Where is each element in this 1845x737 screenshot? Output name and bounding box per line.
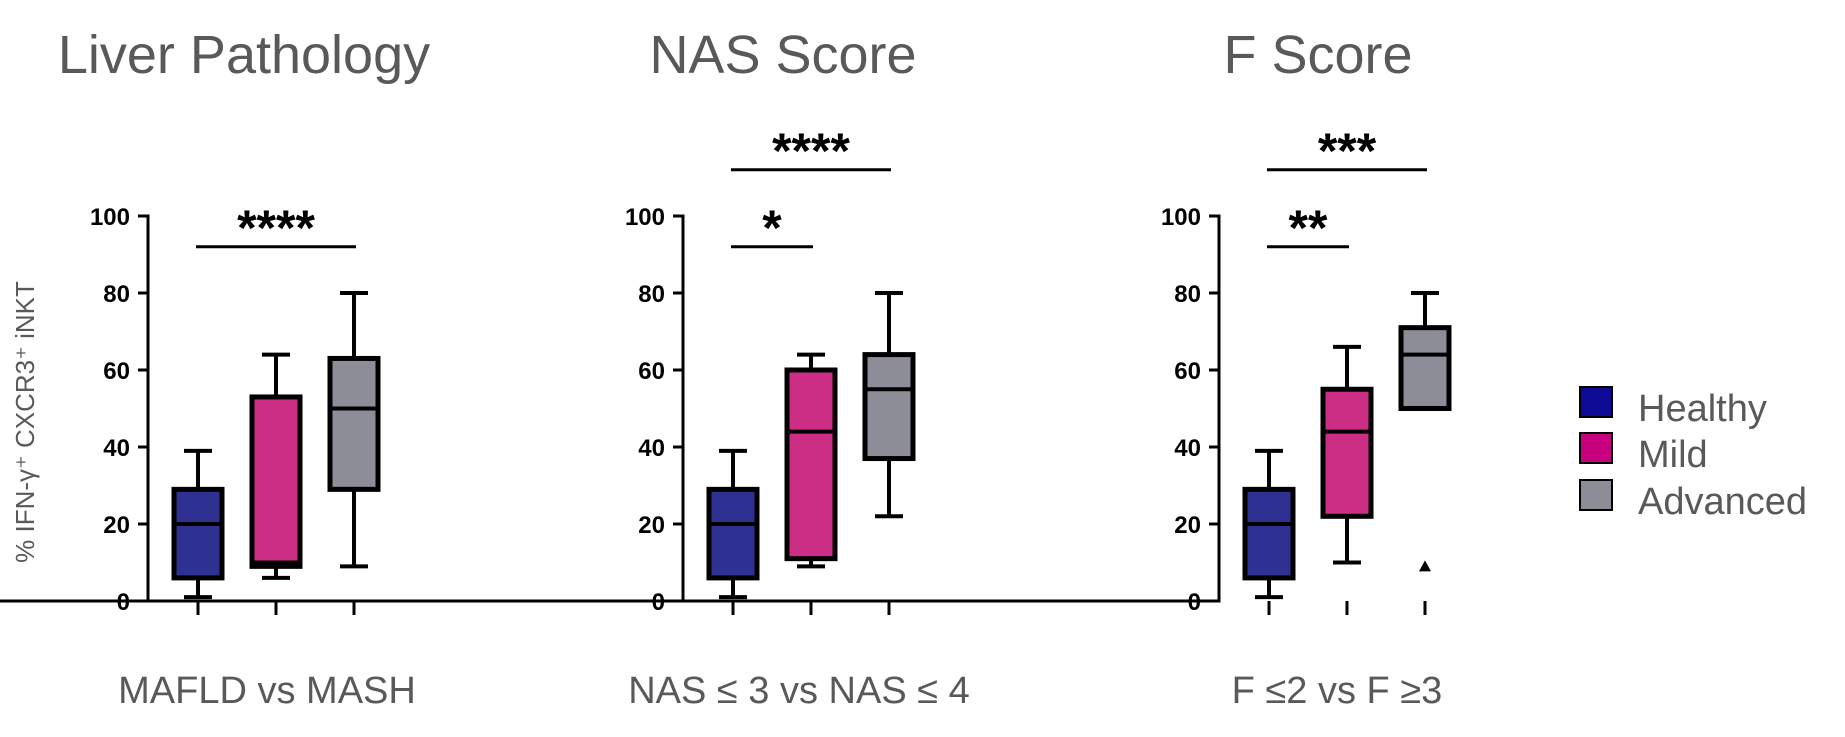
box-advanced xyxy=(862,291,916,519)
y-tick-label: 80 xyxy=(103,281,130,308)
box-mild xyxy=(784,352,838,569)
x-axis-label: NAS ≤ 3 vs NAS ≤ 4 xyxy=(628,670,970,712)
panel-title: Liver Pathology xyxy=(58,25,430,85)
box-healthy xyxy=(706,448,760,600)
y-tick-label: 20 xyxy=(1174,512,1201,539)
box-body xyxy=(249,394,303,569)
x-axis-label: MAFLD vs MASH xyxy=(118,670,416,712)
significance-label: * xyxy=(762,200,782,256)
significance-label: **** xyxy=(772,123,850,179)
box-body xyxy=(171,486,225,581)
box-body xyxy=(1242,486,1296,581)
y-tick-label: 60 xyxy=(103,358,130,385)
legend-swatch-advanced xyxy=(1579,479,1613,511)
legend: Healthy Mild Advanced xyxy=(1579,386,1807,523)
y-tick-label: 20 xyxy=(103,512,130,539)
y-tick-label: 60 xyxy=(638,358,665,385)
panel-1: Liver Pathology MAFLD vs MASH % IFN-γ⁺ CXC… xyxy=(0,25,430,712)
box-body xyxy=(327,355,381,492)
y-tick-label: 40 xyxy=(1174,435,1201,462)
panel-title: F Score xyxy=(1223,25,1412,85)
box-body xyxy=(1320,386,1374,519)
box-body xyxy=(706,486,760,581)
significance-label: ** xyxy=(1289,200,1328,256)
outlier-point xyxy=(1419,560,1431,572)
y-tick-label: 20 xyxy=(638,512,665,539)
panel-title: NAS Score xyxy=(649,25,916,85)
legend-label-mild: Mild xyxy=(1638,434,1708,476)
box-body xyxy=(1398,325,1452,411)
x-axis-label: F ≤2 vs F ≥3 xyxy=(1232,670,1443,712)
y-tick-label: 60 xyxy=(1174,358,1201,385)
legend-swatch-mild xyxy=(1579,432,1613,464)
legend-label-advanced: Advanced xyxy=(1638,481,1807,523)
box-body xyxy=(784,367,838,562)
y-tick-label: 40 xyxy=(103,435,130,462)
y-axis-label: % IFN-γ⁺ CXCR3⁺ iNKT xyxy=(10,281,40,563)
box-healthy xyxy=(1242,448,1296,600)
box-advanced xyxy=(327,291,381,569)
box-advanced xyxy=(1398,291,1452,411)
legend-label-healthy: Healthy xyxy=(1638,388,1767,430)
significance-label: *** xyxy=(1318,123,1377,179)
y-tick-label: 0 xyxy=(1188,589,1201,616)
legend-swatch-healthy xyxy=(1579,386,1613,418)
y-tick-label: 100 xyxy=(1161,204,1201,231)
box-mild xyxy=(249,352,303,580)
box-healthy xyxy=(171,448,225,600)
significance-label: **** xyxy=(237,200,315,256)
y-tick-label: 80 xyxy=(1174,281,1201,308)
y-tick-label: 80 xyxy=(638,281,665,308)
y-tick-label: 40 xyxy=(638,435,665,462)
y-tick-label: 100 xyxy=(90,204,130,231)
box-mild xyxy=(1320,344,1374,565)
y-tick-label: 100 xyxy=(625,204,665,231)
box-body xyxy=(862,352,916,462)
